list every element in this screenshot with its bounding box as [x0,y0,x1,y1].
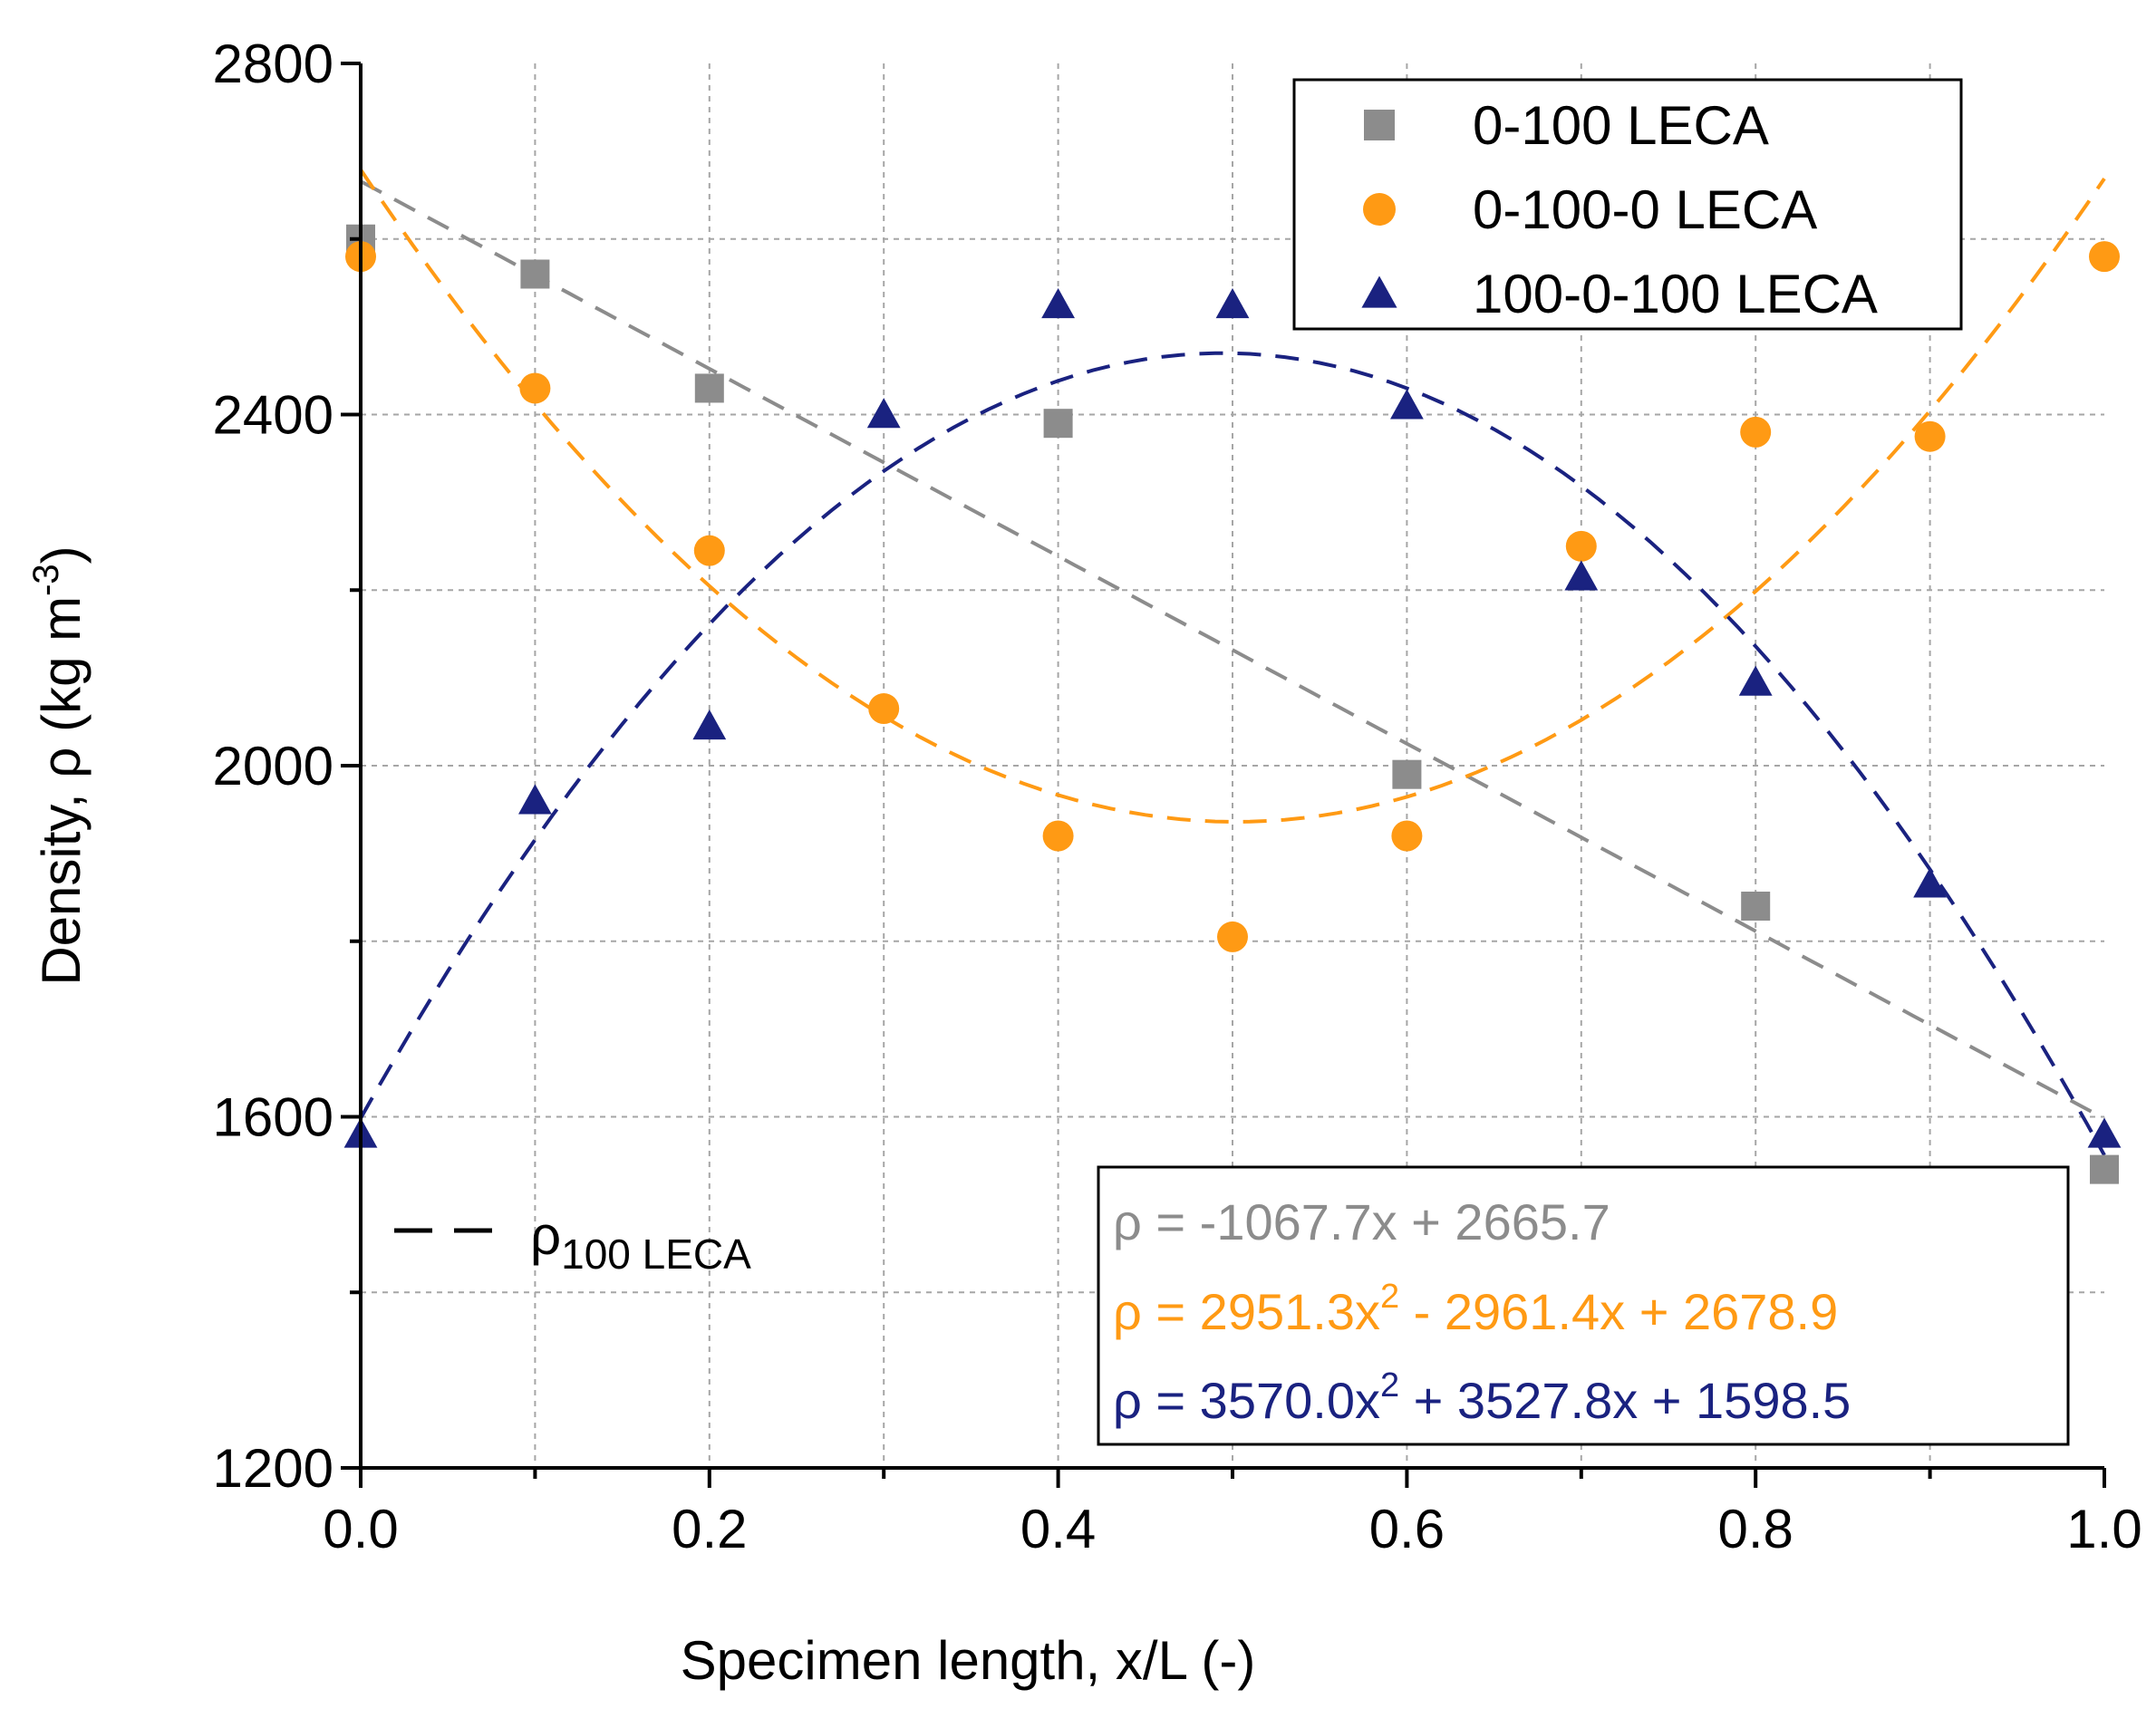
y-tick-label: 1600 [213,1087,334,1148]
data-point-series-1 [1042,820,1074,852]
annotation-label-base: ρ [530,1205,561,1266]
equation-linear-prefix: ρ = -1067.7x + 2665.7 [1113,1193,1610,1250]
annotation-label: ρ100 LECA [530,1205,751,1278]
data-point-series-2 [1738,665,1773,696]
data-point-series-1 [868,693,900,725]
equation-blue-prefix: ρ = 3570.0x [1113,1372,1380,1429]
equation-frame [1097,1165,2070,1446]
data-point-series-2 [1215,288,1250,319]
data-point-series-2 [1041,288,1075,319]
x-axis-title: Specimen length, x/L (-) [681,1630,1256,1691]
data-point-series-0 [1043,409,1073,439]
data-point-series-2 [518,784,552,815]
data-point-series-0 [2090,1154,2119,1184]
data-point-series-1 [1217,921,1248,952]
equation-orange-sup: 2 [1380,1278,1399,1316]
x-tick-label: 1.0 [2066,1499,2141,1559]
data-point-series-1 [1914,420,1946,452]
data-point-series-2 [1390,389,1424,420]
y-tick-label: 1200 [213,1438,334,1499]
x-tick-label: 0.4 [1020,1499,1096,1559]
y-tick-label: 2400 [213,385,334,446]
data-point-series-0 [1741,892,1771,921]
annotation-label-sub: 100 LECA [561,1231,751,1278]
equation-box: ρ = -1067.7x + 2665.7 ρ = 2951.3x2 - 296… [1097,1165,2070,1446]
legend-marker-series-0 [1364,110,1395,140]
data-point-series-2 [1913,867,1947,898]
data-point-series-2 [692,709,727,740]
x-tick-label: 0.0 [323,1499,398,1559]
data-point-series-1 [1391,820,1423,852]
y-tick-label: 2000 [213,736,334,796]
data-point-series-1 [1565,530,1597,562]
equation-orange-prefix: ρ = 2951.3x [1113,1283,1380,1340]
x-tick-label: 0.8 [1717,1499,1793,1559]
legend-items: 0-100 LECA 0-100-0 LECA 100-0-100 LECA [1361,95,1878,324]
legend-marker-series-1 [1363,193,1396,226]
x-tick-label: 0.2 [672,1499,747,1559]
y-tick-label: 2800 [213,34,334,94]
y-axis-title: Density, ρ (kg m-3) [26,545,92,985]
legend-label-series-2: 100-0-100 LECA [1473,264,1878,324]
y-axis-title-sup: -3 [26,564,66,596]
axes: 1200 1600 2000 2400 2800 0.0 0.2 0.4 0.6 0.8 1.0 [213,34,2142,1559]
data-point-series-1 [693,535,725,566]
equation-blue-sup: 2 [1380,1366,1399,1404]
y-axis-title-close: ) [31,545,92,564]
fit-line-series-2 [359,351,2106,1156]
data-point-series-0 [520,259,550,289]
equation-linear: ρ = -1067.7x + 2665.7 [1113,1193,1610,1250]
data-point-series-2 [1564,560,1599,591]
data-point-series-1 [2089,241,2120,273]
equation-orange-suffix: - 2961.4x + 2678.9 [1399,1283,1838,1340]
data-point-series-2 [2087,1117,2122,1148]
data-point-series-1 [1740,416,1772,448]
equation-quadratic-orange: ρ = 2951.3x2 - 2961.4x + 2678.9 [1113,1278,1838,1340]
fit-lines [359,169,2106,1156]
annotation-rho-100-leca: ρ100 LECA [394,1205,751,1278]
data-point-series-0 [1392,759,1422,789]
data-point-series-0 [694,373,724,403]
legend-marker-series-2 [1361,275,1397,308]
legend-label-series-0: 0-100 LECA [1473,95,1769,156]
legend: 0-100 LECA 0-100-0 LECA 100-0-100 LECA [1292,78,1963,331]
legend-label-series-1: 0-100-0 LECA [1473,179,1817,240]
data-point-series-1 [519,372,551,404]
x-tick-label: 0.6 [1369,1499,1445,1559]
data-point-series-2 [866,398,901,429]
fit-line-series-1 [359,169,2106,825]
equation-blue-suffix: + 3527.8x + 1598.5 [1399,1372,1851,1429]
y-axis-title-main: Density, ρ (kg m [31,596,92,986]
equation-quadratic-blue: ρ = 3570.0x2 + 3527.8x + 1598.5 [1113,1366,1851,1429]
legend-frame [1292,78,1963,331]
fit-line-series-0 [360,179,2105,1121]
